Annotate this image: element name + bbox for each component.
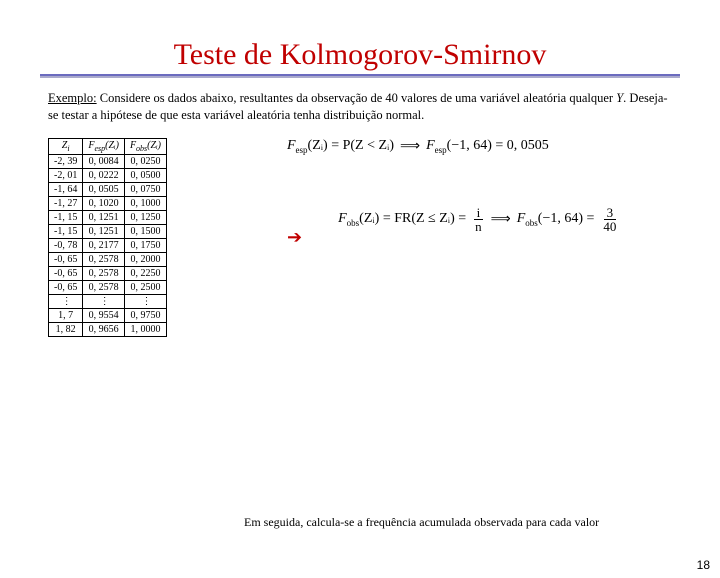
table-row: -0, 650, 25780, 2250 (49, 266, 167, 280)
table-cell: 0, 1251 (83, 210, 125, 224)
table-row: -2, 010, 02220, 0500 (49, 168, 167, 182)
table-row: -1, 150, 12510, 1250 (49, 210, 167, 224)
table-cell: -0, 65 (49, 252, 83, 266)
table-cell: -0, 78 (49, 238, 83, 252)
table-cell: 0, 0505 (83, 182, 125, 196)
table-cell: 0, 1750 (124, 238, 166, 252)
table-row: ⋮⋮⋮ (49, 294, 167, 308)
table-cell: 0, 0250 (124, 154, 166, 168)
table-row: -0, 650, 25780, 2000 (49, 252, 167, 266)
table-cell: 0, 1250 (124, 210, 166, 224)
table-cell: 0, 9656 (83, 322, 125, 336)
table-row: 1, 70, 95540, 9750 (49, 308, 167, 322)
table-header-row: Zi Fesp(Zᵢ) Fobs(Zᵢ) (49, 138, 167, 154)
table-cell: -1, 15 (49, 224, 83, 238)
arrow-icon: ➔ (287, 227, 302, 248)
table-cell: -0, 65 (49, 266, 83, 280)
example-paragraph: Exemplo: Considere os dados abaixo, resu… (48, 90, 672, 124)
table-cell: 0, 1000 (124, 196, 166, 210)
table-cell: 1, 7 (49, 308, 83, 322)
formula-esp: Fesp(Zᵢ) = P(Z < Zᵢ) ⟹ Fesp(−1, 64) = 0,… (287, 138, 619, 155)
table-cell: 0, 9750 (124, 308, 166, 322)
table-cell: 0, 0750 (124, 182, 166, 196)
table-cell: -2, 01 (49, 168, 83, 182)
caption-text: Em seguida, calcula-se a frequência acum… (244, 515, 684, 530)
table-cell: 0, 9554 (83, 308, 125, 322)
table-cell: 0, 2177 (83, 238, 125, 252)
table-cell: -1, 15 (49, 210, 83, 224)
table-row: -1, 150, 12510, 1500 (49, 224, 167, 238)
table-cell: 0, 2578 (83, 280, 125, 294)
col-fobs: Fobs(Zᵢ) (124, 138, 166, 154)
table-cell: 0, 0500 (124, 168, 166, 182)
table-row: -1, 640, 05050, 0750 (49, 182, 167, 196)
data-table: Zi Fesp(Zᵢ) Fobs(Zᵢ) -2, 390, 00840, 025… (48, 138, 167, 337)
table-cell: ⋮ (49, 294, 83, 308)
data-table-wrap: Zi Fesp(Zᵢ) Fobs(Zᵢ) -2, 390, 00840, 025… (48, 138, 167, 337)
table-cell: ⋮ (83, 294, 125, 308)
fraction-1: i n (472, 206, 485, 233)
table-cell: 0, 0084 (83, 154, 125, 168)
page-number: 18 (697, 558, 710, 572)
table-cell: 0, 2250 (124, 266, 166, 280)
example-label: Exemplo: (48, 91, 97, 105)
table-cell: -1, 27 (49, 196, 83, 210)
table-cell: 0, 2578 (83, 252, 125, 266)
table-row: -1, 270, 10200, 1000 (49, 196, 167, 210)
col-z: Zi (49, 138, 83, 154)
formula-obs: ➔ Fobs(Zᵢ) = FR(Z ≤ Zᵢ) = i n ⟹ Fobs(−1,… (287, 191, 619, 248)
example-text-1: Considere os dados abaixo, resultantes d… (97, 91, 617, 105)
table-row: -0, 780, 21770, 1750 (49, 238, 167, 252)
table-cell: 0, 2500 (124, 280, 166, 294)
formulas-block: Fesp(Zᵢ) = P(Z < Zᵢ) ⟹ Fesp(−1, 64) = 0,… (287, 138, 619, 248)
table-cell: 1, 0000 (124, 322, 166, 336)
table-row: -0, 650, 25780, 2500 (49, 280, 167, 294)
table-cell: -1, 64 (49, 182, 83, 196)
table-cell: 0, 2000 (124, 252, 166, 266)
table-cell: 0, 1500 (124, 224, 166, 238)
table-cell: 0, 1020 (83, 196, 125, 210)
table-cell: ⋮ (124, 294, 166, 308)
fraction-2: 3 40 (600, 206, 619, 233)
table-cell: 1, 82 (49, 322, 83, 336)
table-cell: -2, 39 (49, 154, 83, 168)
col-fesp: Fesp(Zᵢ) (83, 138, 125, 154)
table-cell: -0, 65 (49, 280, 83, 294)
table-row: -2, 390, 00840, 0250 (49, 154, 167, 168)
table-cell: 0, 2578 (83, 266, 125, 280)
table-cell: 0, 1251 (83, 224, 125, 238)
table-cell: 0, 0222 (83, 168, 125, 182)
table-row: 1, 820, 96561, 0000 (49, 322, 167, 336)
slide-title: Teste de Kolmogorov-Smirnov (0, 38, 720, 72)
title-underline (40, 74, 680, 78)
